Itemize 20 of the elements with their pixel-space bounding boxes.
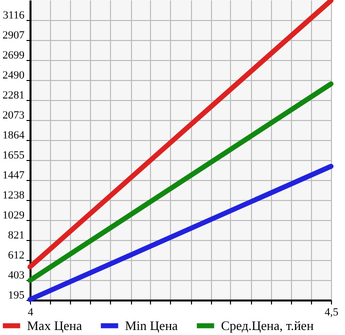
legend-label: Max Цена — [27, 318, 82, 333]
y-tick-label: 1864 — [2, 130, 25, 142]
y-tick-label: 2907 — [2, 30, 25, 42]
y-tick-label: 821 — [8, 230, 24, 242]
y-tick-label: 2281 — [2, 90, 24, 102]
y-tick-label: 1029 — [2, 210, 25, 222]
y-tick-label: 1447 — [2, 170, 25, 182]
y-tick-label: 2490 — [2, 70, 25, 82]
y-tick-label: 3116 — [2, 10, 25, 22]
y-tick-label: 195 — [8, 290, 25, 302]
y-tick-label: 1655 — [2, 150, 25, 162]
x-tick-label: 4 — [28, 306, 34, 318]
y-tick-label: 1238 — [2, 190, 25, 202]
legend-label: Сред.Цена, т.йен — [221, 318, 314, 333]
legend-label: Min Цена — [125, 318, 178, 333]
y-tick-label: 2073 — [2, 110, 25, 122]
y-tick-label: 612 — [8, 250, 24, 262]
y-tick-label: 2699 — [2, 50, 25, 62]
x-tick-label: 4,5 — [324, 306, 339, 318]
y-tick-label: 403 — [8, 270, 25, 282]
